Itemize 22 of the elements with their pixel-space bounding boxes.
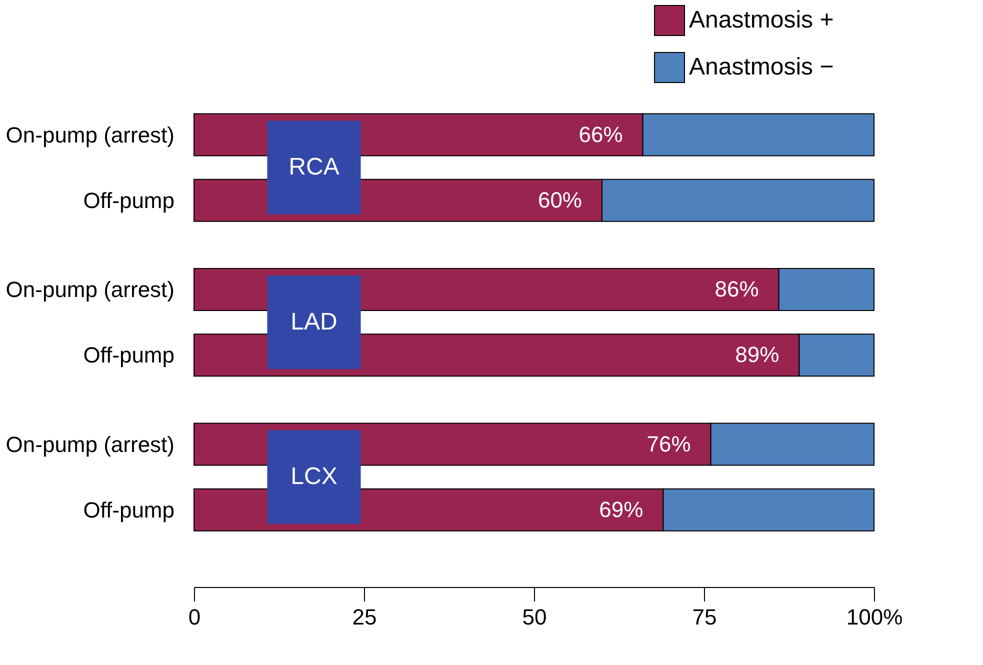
data-label: 86% (714, 276, 759, 302)
data-label: 89% (735, 342, 780, 368)
data-label: 76% (646, 431, 691, 456)
y-tick-label: Off-pump (83, 342, 174, 368)
y-tick-label: Off-pump (83, 188, 174, 213)
y-tick-label: On-pump (arrest) (6, 122, 174, 148)
annotation: LCX (290, 463, 338, 490)
x-tick-label: 0 (188, 604, 201, 630)
x-tick-label: 75 (692, 604, 717, 630)
data-label: 66% (578, 122, 623, 147)
y-tick-label: Off-pump (83, 497, 174, 522)
x-tick-label: 50 (522, 604, 547, 630)
y-tick-label: On-pump (arrest) (6, 277, 174, 302)
annotation: RCA (288, 154, 340, 181)
y-tick-label: On-pump (arrest) (6, 432, 174, 457)
x-tick-label: 25 (352, 604, 377, 630)
data-label: 69% (599, 496, 644, 522)
legend-label: Anastmosis − (689, 54, 834, 80)
data-label: 60% (538, 187, 582, 212)
annotation: LAD (290, 308, 338, 336)
x-tick-label: 100% (846, 604, 903, 630)
legend-label: Anastmosis + (689, 6, 834, 34)
